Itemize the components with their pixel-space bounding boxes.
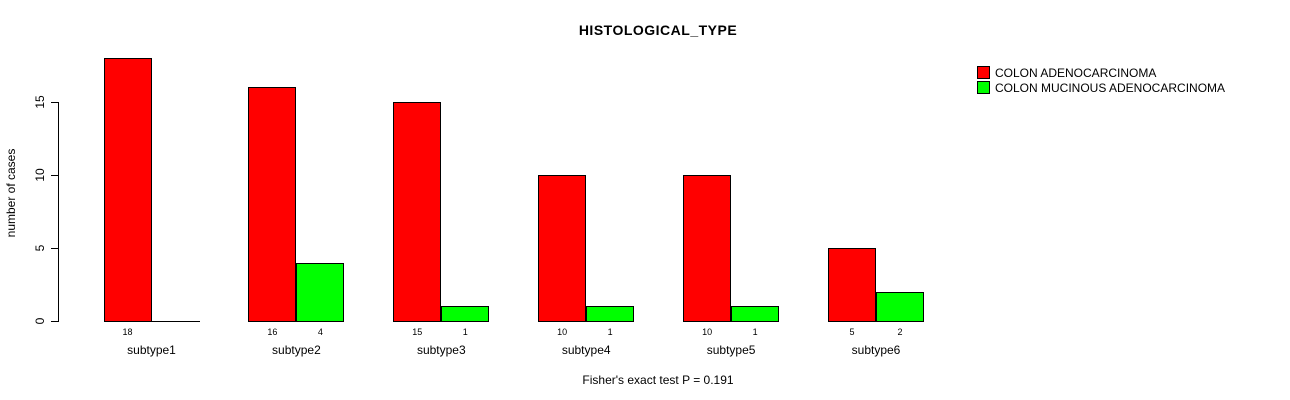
category-label-subtype6: subtype6 xyxy=(851,343,901,357)
count-label-red: 18 xyxy=(122,327,133,337)
count-label-red: 5 xyxy=(849,327,855,337)
legend-label: COLON MUCINOUS ADENOCARCINOMA xyxy=(995,80,1226,95)
category-label-subtype4: subtype4 xyxy=(561,343,611,357)
legend-item-adenocarcinoma: COLON ADENOCARCINOMA xyxy=(977,65,1225,80)
bar-subtype4-mucinous-adenocarcinoma xyxy=(586,306,635,322)
footnote-fisher-test: Fisher's exact test P = 0.191 xyxy=(582,373,734,387)
bar-subtype6-adenocarcinoma xyxy=(828,248,876,322)
bar-subtype2-adenocarcinoma xyxy=(248,87,297,322)
bar-subtype5-mucinous-adenocarcinoma xyxy=(731,306,780,322)
group-baseline xyxy=(103,321,200,322)
count-label-red: 10 xyxy=(557,327,568,337)
count-label-green: 2 xyxy=(897,327,903,337)
legend-swatch-green-icon xyxy=(977,81,990,94)
y-axis-label: number of cases xyxy=(4,148,18,238)
legend-item-mucinous-adenocarcinoma: COLON MUCINOUS ADENOCARCINOMA xyxy=(977,80,1225,95)
category-label-subtype1: subtype1 xyxy=(127,343,176,357)
count-label-red: 16 xyxy=(267,327,278,337)
bar-subtype1-adenocarcinoma xyxy=(103,58,152,322)
y-tick-mark xyxy=(51,248,58,249)
bar-subtype2-mucinous-adenocarcinoma xyxy=(296,263,345,322)
y-tick-label: 10 xyxy=(33,168,47,182)
legend-swatch-red-icon xyxy=(977,66,990,79)
category-label-subtype5: subtype5 xyxy=(706,343,756,357)
y-tick-label: 15 xyxy=(33,95,47,109)
y-tick-mark xyxy=(51,175,58,176)
bar-subtype3-adenocarcinoma xyxy=(393,102,442,322)
bar-subtype4-adenocarcinoma xyxy=(538,175,587,322)
count-label-green: 1 xyxy=(462,327,468,337)
legend: COLON ADENOCARCINOMA COLON MUCINOUS ADEN… xyxy=(977,65,1225,95)
y-tick-label: 0 xyxy=(33,317,47,325)
count-label-red: 15 xyxy=(412,327,423,337)
chart-title: HISTOLOGICAL_TYPE xyxy=(578,22,738,38)
count-label-green: 1 xyxy=(607,327,613,337)
category-label-subtype2: subtype2 xyxy=(272,343,321,357)
bar-subtype3-mucinous-adenocarcinoma xyxy=(441,306,490,322)
legend-label: COLON ADENOCARCINOMA xyxy=(995,65,1157,80)
bar-subtype5-adenocarcinoma xyxy=(683,175,732,322)
count-label-green: 4 xyxy=(317,327,323,337)
y-tick-label: 5 xyxy=(33,244,47,252)
count-label-green: 1 xyxy=(752,327,758,337)
y-axis-line xyxy=(58,102,59,322)
y-tick-mark xyxy=(51,102,58,103)
category-label-subtype3: subtype3 xyxy=(416,343,466,357)
bar-subtype6-mucinous-adenocarcinoma xyxy=(876,292,924,322)
y-tick-mark xyxy=(51,321,58,322)
count-label-red: 10 xyxy=(702,327,713,337)
